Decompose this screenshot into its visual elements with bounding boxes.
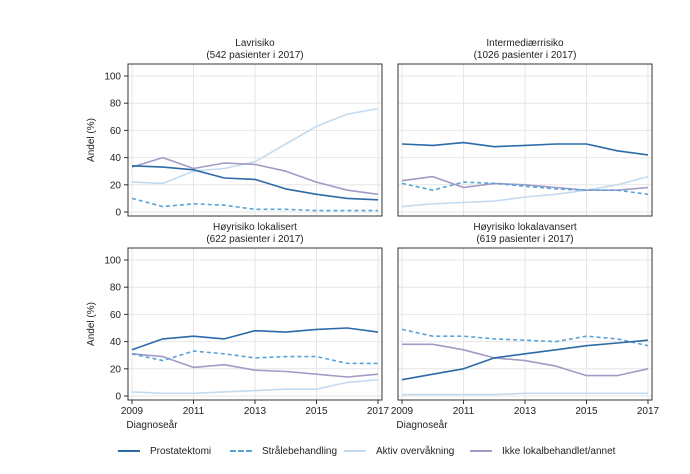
series-line-aktiv	[131, 378, 379, 395]
x-tick-label: 2011	[183, 406, 205, 417]
x-tick-label: 2013	[514, 406, 537, 417]
y-tick-label: 0	[115, 392, 121, 403]
x-tick-label: 2015	[575, 406, 598, 417]
panel-4: Høyrisiko lokalavansert(619 pasienter i …	[391, 222, 660, 431]
y-tick-label: 60	[110, 126, 122, 137]
y-axis-label: Andel (%)	[86, 118, 97, 162]
panel-1: Lavrisiko(542 pasienter i 2017) 0 20 40 60 80…	[86, 38, 383, 219]
series-line-aktiv	[401, 175, 649, 208]
panel-title: Høyrisiko lokalisert	[213, 222, 297, 233]
legend-swatch-ikke	[470, 450, 492, 452]
x-tick-label: 2015	[305, 406, 328, 417]
panel-3: Høyrisiko lokalisert(622 pasienter i 201…	[86, 222, 390, 431]
series-line-ikke	[131, 353, 379, 378]
y-tick-label: 100	[104, 256, 121, 267]
panel-frame	[397, 63, 653, 217]
y-tick-label: 0	[115, 208, 121, 219]
legend-item-aktiv: Aktiv overvåkning	[344, 440, 454, 462]
series-line-prostatektomi	[131, 327, 379, 351]
x-tick-label: 2009	[121, 406, 144, 417]
series-line-aktiv	[131, 107, 379, 185]
series-line-prostatektomi	[401, 339, 649, 381]
y-axis-label: Andel (%)	[86, 302, 97, 346]
panel-subtitle: (619 pasienter i 2017)	[476, 234, 573, 245]
legend-item-stralebehandling: Strålebehandling	[230, 440, 337, 462]
panel-2: Intermediærrisiko(1026 pasienter i 2017)	[397, 38, 653, 217]
legend-item-prostatektomi: Prostatektomi	[118, 440, 211, 462]
y-tick-label: 20	[110, 180, 122, 191]
panel-title: Høyrisiko lokalavansert	[473, 222, 577, 233]
panel-subtitle: (622 pasienter i 2017)	[206, 234, 303, 245]
panel-title: Intermediærrisiko	[486, 38, 564, 49]
series-line-ikke	[401, 175, 649, 191]
series-line-stralebehandling	[401, 328, 649, 347]
y-tick-label: 40	[110, 153, 122, 164]
legend-label: Prostatektomi	[150, 445, 212, 457]
panel-subtitle: (542 pasienter i 2017)	[206, 50, 303, 61]
x-tick-label: 2013	[244, 406, 267, 417]
series-line-prostatektomi	[401, 141, 649, 156]
x-tick-label: 2017	[367, 406, 390, 417]
x-axis-label: Diagnoseår	[126, 419, 178, 431]
series-line-prostatektomi	[131, 165, 379, 201]
legend-swatch-stralebehandling	[230, 450, 252, 452]
series-line-stralebehandling	[131, 197, 378, 212]
series-line-aktiv	[402, 392, 648, 396]
x-tick-label: 2011	[453, 406, 475, 417]
y-tick-label: 80	[110, 283, 122, 294]
series-line-stralebehandling	[401, 181, 649, 196]
panel-frame	[127, 63, 383, 217]
panel-title: Lavrisiko	[235, 38, 275, 49]
y-tick-label: 80	[110, 99, 122, 110]
legend: Prostatektomi Strålebehandling Aktiv ove…	[0, 440, 690, 462]
legend-swatch-aktiv	[344, 450, 366, 452]
legend-item-ikke: Ikke lokalbehandlet/annet	[470, 440, 615, 462]
legend-label: Strålebehandling	[262, 445, 338, 457]
figure: Lavrisiko(542 pasienter i 2017) 0 20 40 60 80…	[86, 38, 660, 431]
legend-swatch-prostatektomi	[118, 450, 140, 452]
x-tick-label: 2009	[391, 406, 414, 417]
legend-label: Aktiv overvåkning	[376, 445, 455, 457]
y-tick-label: 100	[104, 72, 121, 83]
series-line-ikke	[131, 156, 379, 196]
x-tick-label: 2017	[637, 406, 660, 417]
panel-subtitle: (1026 pasienter i 2017)	[474, 50, 577, 61]
y-tick-label: 40	[110, 337, 122, 348]
legend-label: Ikke lokalbehandlet/annet	[502, 445, 616, 457]
series-line-stralebehandling	[131, 350, 378, 365]
x-axis-label: Diagnoseår	[396, 419, 448, 431]
y-tick-label: 60	[110, 310, 122, 321]
y-tick-label: 20	[110, 364, 122, 375]
series-line-ikke	[402, 343, 649, 377]
